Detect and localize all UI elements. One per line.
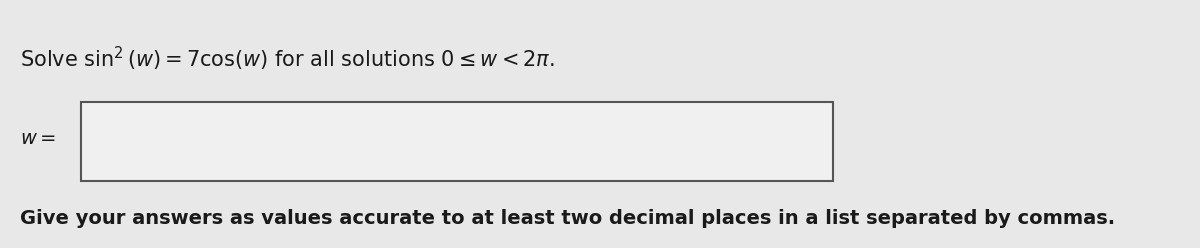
FancyBboxPatch shape [82, 102, 833, 181]
Text: $w =$: $w =$ [20, 129, 56, 148]
Text: Give your answers as values accurate to at least two decimal places in a list se: Give your answers as values accurate to … [20, 209, 1116, 228]
Text: Solve $\sin^2(w) = 7\cos(w)$ for all solutions $0 \leq w < 2\pi$.: Solve $\sin^2(w) = 7\cos(w)$ for all sol… [20, 45, 556, 73]
